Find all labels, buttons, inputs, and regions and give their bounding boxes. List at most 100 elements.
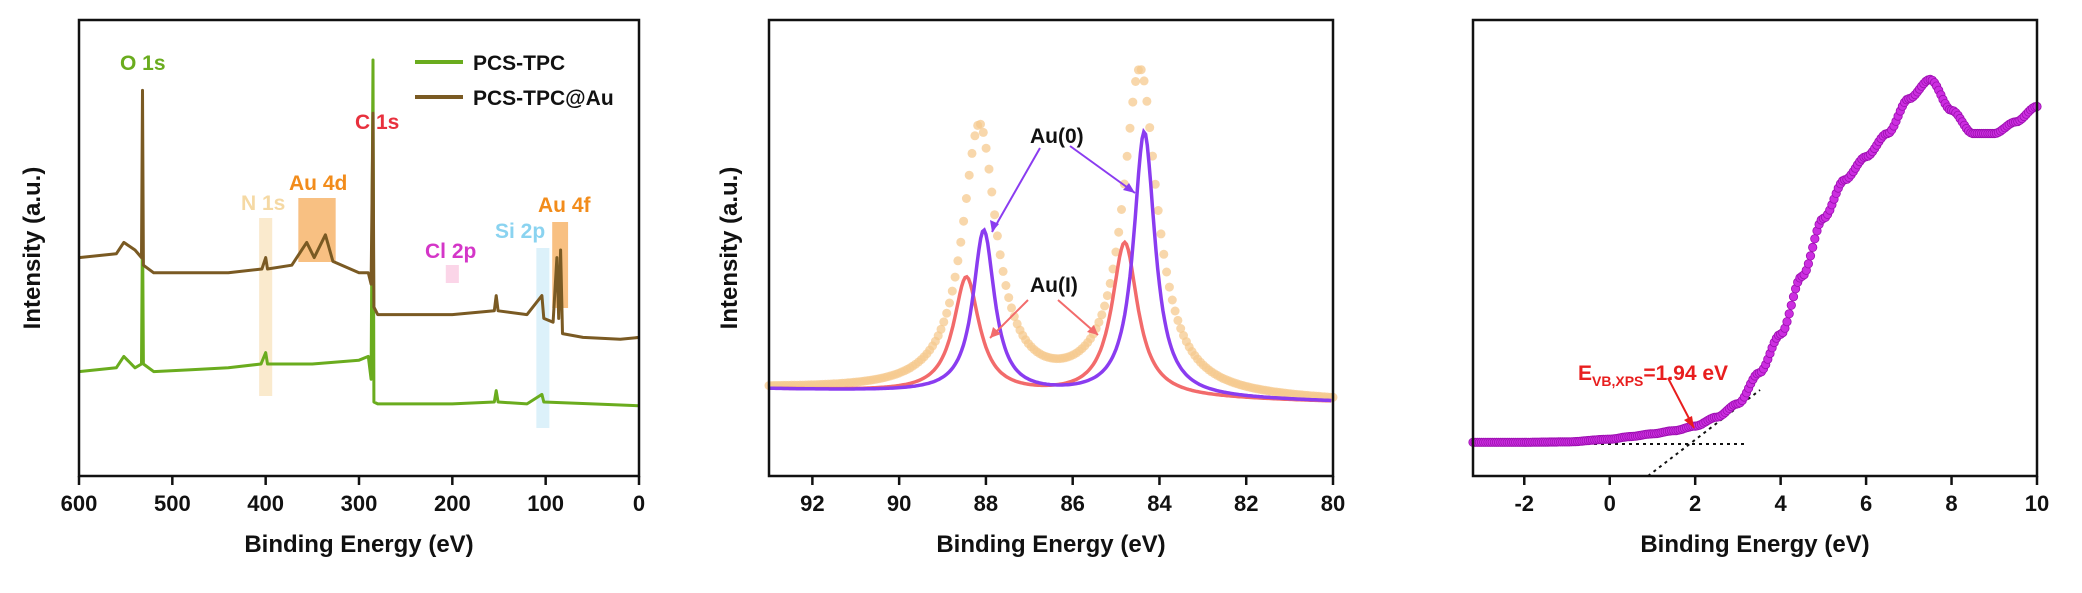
series-line	[78, 58, 640, 408]
raw-data-point	[1131, 77, 1141, 86]
raw-data-point	[1170, 306, 1180, 316]
raw-data-point	[1102, 291, 1112, 301]
aui-arrowhead-left	[990, 327, 1001, 338]
vb-annotation: EVB,XPS=1.94 eV	[1578, 362, 1728, 389]
x-tick-label: 0	[1604, 491, 1616, 516]
x-tick-label: 88	[974, 491, 998, 516]
raw-data-point	[1150, 179, 1160, 189]
aui-label: Au(I)	[1030, 274, 1078, 297]
vb-data-point	[1788, 292, 1799, 302]
au4f-arrows	[989, 145, 1136, 339]
survey-x-ticks: 600 500 400 300 200 100 0	[61, 476, 645, 516]
raw-data-point	[1136, 65, 1146, 75]
raw-data-point	[1007, 303, 1016, 313]
survey-series	[78, 58, 640, 408]
vb-arrowhead	[1684, 416, 1694, 428]
vb-data-point	[1810, 234, 1820, 244]
x-tick-label: 4	[1775, 491, 1788, 516]
fit-line	[769, 127, 1332, 403]
au4f-series	[764, 65, 1338, 403]
au0-arrow-left	[991, 147, 1041, 233]
raw-data-point	[992, 231, 1002, 241]
raw-data-point	[990, 210, 1000, 220]
au4f-x-ticks: 92 90 88 86 84 82 80	[800, 476, 1345, 516]
raw-data-point	[995, 250, 1005, 260]
vb-data-point	[1782, 317, 1792, 327]
x-tick-label: 92	[800, 491, 824, 516]
x-tick-label: 400	[247, 491, 284, 516]
vb-plot-frame	[1471, 18, 2039, 478]
vb-panel: EVB,XPS=1.94 eV -2 0 2 4 6 8 10 Binding Energy…	[1468, 18, 2049, 558]
peak-label-si2p: Si 2p	[495, 220, 545, 243]
x-tick-label: 10	[2025, 491, 2049, 516]
survey-legend: PCS-TPC PCS-TPC@Au	[415, 52, 614, 110]
au4f-x-axis-title: Binding Energy (eV)	[936, 531, 1165, 558]
x-tick-label: 82	[1234, 491, 1258, 516]
series-line	[78, 88, 640, 341]
raw-data-point	[1162, 267, 1172, 277]
vb-data-point	[1784, 309, 1794, 319]
raw-data-point	[945, 298, 954, 308]
raw-data-point	[1145, 123, 1155, 133]
x-tick-label: 300	[341, 491, 378, 516]
highlight-band	[536, 248, 550, 428]
x-tick-label: 100	[527, 491, 564, 516]
raw-data-point	[1156, 229, 1166, 239]
raw-data-point	[987, 187, 997, 197]
legend-label-pcs-tpc: PCS-TPC	[473, 52, 565, 75]
raw-data-point	[964, 170, 974, 180]
raw-data-point	[1176, 324, 1186, 333]
raw-data-point	[1153, 206, 1163, 215]
x-tick-label: 0	[633, 491, 645, 516]
vb-data-point	[1808, 242, 1818, 252]
x-tick-label: 90	[887, 491, 911, 516]
raw-data-point	[1173, 315, 1183, 325]
vb-data-points	[1468, 74, 2042, 447]
survey-y-axis-title: Intensity (a.u.)	[19, 167, 46, 330]
raw-data-point	[956, 237, 966, 247]
raw-data-point	[981, 143, 991, 153]
x-tick-label: 6	[1860, 491, 1872, 516]
peak-label-au4d: Au 4d	[289, 172, 347, 195]
x-tick-label: 600	[61, 491, 98, 516]
vb-x-axis-title: Binding Energy (eV)	[1640, 531, 1869, 558]
edge-tangent	[1647, 389, 1761, 477]
x-tick-label: 200	[434, 491, 471, 516]
raw-data-point	[978, 127, 988, 137]
raw-data-point	[1125, 123, 1135, 133]
raw-data-point	[1142, 96, 1152, 106]
legend-label-pcs-tpc-au: PCS-TPC@Au	[473, 87, 614, 110]
raw-data-point	[1001, 281, 1011, 290]
raw-data-point	[1111, 247, 1121, 257]
survey-peak-labels: O 1s C 1s N 1s Au 4d Cl 2p Si 2p Au 4f	[120, 52, 592, 263]
x-tick-label: 84	[1147, 491, 1172, 516]
raw-data-point	[1114, 227, 1124, 237]
raw-data-point	[947, 286, 957, 296]
raw-data-point	[1105, 278, 1115, 288]
x-tick-label: 80	[1321, 491, 1345, 516]
vb-data-point	[1786, 300, 1796, 310]
x-tick-label: 500	[154, 491, 191, 516]
au0-arrowhead-right	[1123, 183, 1135, 193]
peak-label-c1s: C 1s	[355, 111, 399, 134]
au4f-panel: Au(0) Au(I) 92 90 88 86 84 82 80 Binding Energ…	[716, 18, 1345, 558]
aui-arrowhead-right	[1087, 325, 1098, 335]
raw-data-point	[976, 119, 985, 129]
peak-label-au4f: Au 4f	[538, 194, 592, 217]
peak-label-n1s: N 1s	[241, 192, 285, 215]
raw-data-point	[1164, 282, 1174, 292]
vb-data-point	[1803, 259, 1814, 269]
x-tick-label: 2	[1689, 491, 1701, 516]
raw-data-point	[1167, 295, 1177, 305]
highlight-band	[259, 218, 273, 396]
peak-label-o1s: O 1s	[120, 52, 166, 75]
raw-data-point	[1128, 97, 1138, 107]
raw-data-point	[939, 317, 949, 327]
raw-data-point	[953, 256, 963, 266]
raw-data-point	[1100, 301, 1110, 311]
raw-data-point	[1117, 205, 1126, 214]
raw-data-point	[1108, 264, 1118, 274]
x-tick-label: 8	[1945, 491, 1957, 516]
raw-data-point	[1094, 317, 1104, 327]
